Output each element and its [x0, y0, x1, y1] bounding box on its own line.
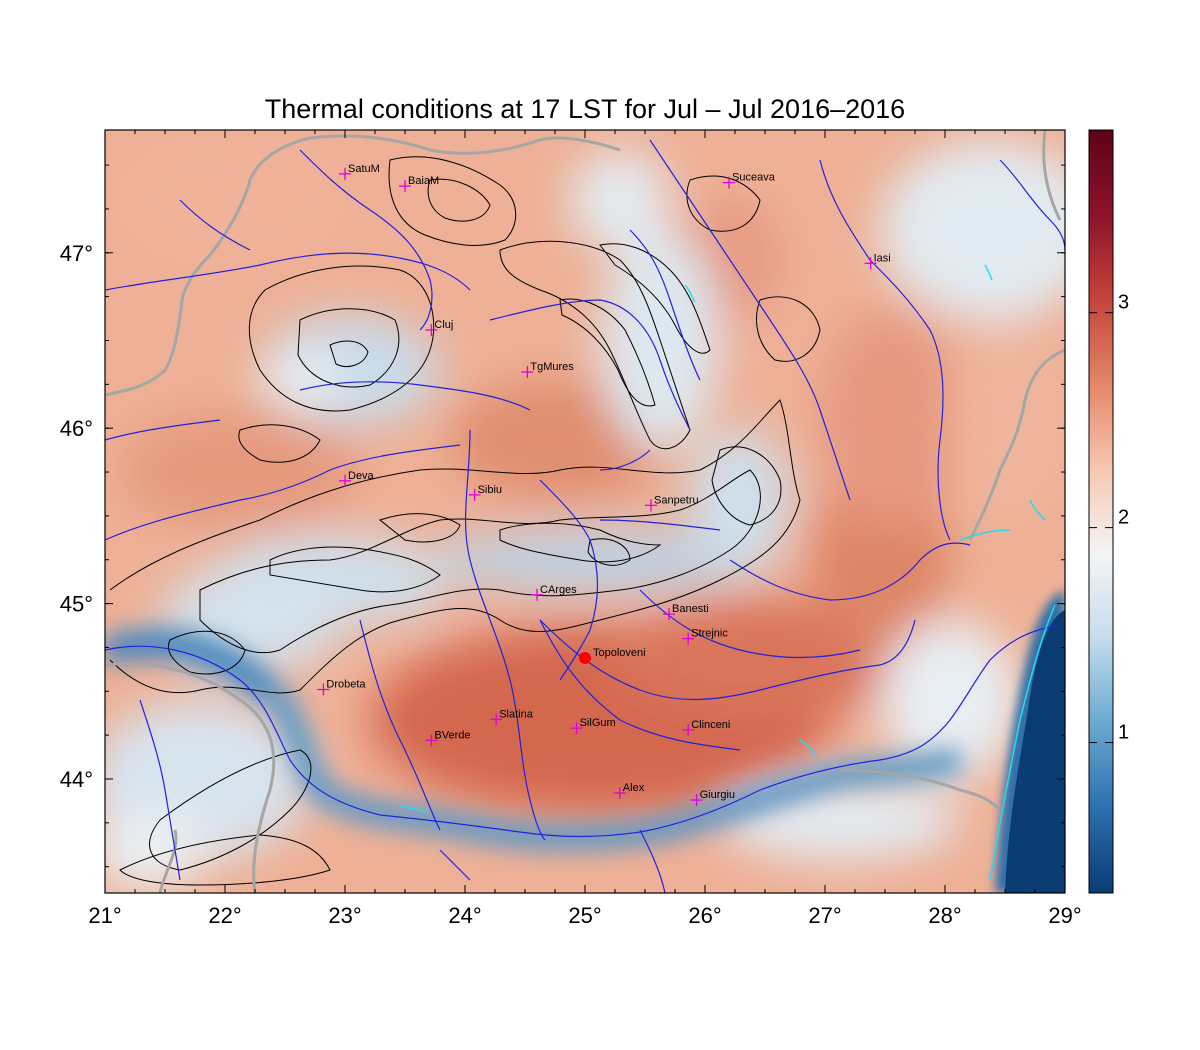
x-tick-label: 21°	[88, 903, 121, 928]
temperature-field	[105, 140, 1065, 890]
y-tick-label: 45°	[60, 592, 93, 617]
x-tick-label: 26°	[688, 903, 721, 928]
city-marker: Sanpetru	[645, 494, 699, 512]
city-label: Strejnic	[691, 628, 728, 640]
city-label: Sibiu	[478, 484, 502, 496]
colorbar: 1 2 3	[1088, 129, 1129, 894]
city-label: TgMures	[530, 361, 574, 373]
city-label: Giurgiu	[700, 789, 735, 801]
city-markers: SatuM BaiaM Suceava Iasi Cluj TgMures Deva Sibi…	[317, 163, 891, 807]
x-tick-label: 29°	[1048, 903, 1081, 928]
y-tick-label: 46°	[60, 416, 93, 441]
city-marker: Banesti	[663, 603, 709, 621]
colorbar-ticks: 1 2 3	[1089, 292, 1129, 744]
city-marker: Drobeta	[317, 679, 366, 696]
city-label: Slatina	[499, 708, 534, 720]
city-marker: Strejnic	[682, 628, 728, 645]
x-tick-label: 25°	[568, 903, 601, 928]
city-label: CArges	[540, 584, 577, 596]
city-label: Alex	[623, 782, 645, 794]
black-sea	[995, 590, 1065, 893]
colorbar-gradient	[1088, 129, 1114, 894]
highlight-label: Topoloveni	[593, 647, 646, 659]
city-marker: Suceava	[723, 172, 776, 189]
city-label: Deva	[348, 470, 375, 482]
y-tick-label: 47°	[60, 241, 93, 266]
danube-cold-band	[105, 627, 964, 851]
city-marker: SatuM	[339, 163, 380, 180]
x-tick-label: 28°	[928, 903, 961, 928]
city-marker: Clinceni	[682, 719, 730, 736]
city-marker: CArges	[531, 584, 577, 601]
city-label: Drobeta	[326, 679, 366, 691]
highlight-location: Topoloveni	[579, 647, 646, 664]
city-marker: Slatina	[490, 708, 534, 726]
highlight-dot	[579, 651, 591, 664]
rivers	[105, 139, 1065, 893]
city-marker: Cluj	[425, 319, 453, 336]
city-label: SatuM	[348, 163, 380, 175]
city-marker: Deva	[339, 470, 375, 487]
elevation-contours	[109, 156, 821, 886]
country-borders	[105, 130, 1065, 893]
y-tick-label: 44°	[60, 767, 93, 792]
lakes	[399, 264, 1056, 881]
city-marker: Giurgiu	[690, 789, 735, 807]
colorbar-tick-label: 1	[1118, 722, 1129, 744]
x-tick-label: 24°	[448, 903, 481, 928]
city-label: BVerde	[434, 729, 470, 741]
colorbar-tick-label: 2	[1118, 507, 1129, 529]
city-label: Sanpetru	[654, 494, 699, 506]
city-label: Suceava	[732, 172, 776, 184]
city-label: Iasi	[874, 252, 891, 264]
city-marker: Sibiu	[468, 484, 502, 501]
city-marker: BVerde	[425, 729, 470, 747]
city-label: SilGum	[580, 717, 616, 729]
x-tick-label: 22°	[208, 903, 241, 928]
city-label: Banesti	[672, 603, 709, 615]
city-label: Cluj	[434, 319, 453, 331]
x-tick-label: 27°	[808, 903, 841, 928]
city-marker: SilGum	[570, 717, 616, 735]
map-title: Thermal conditions at 17 LST for Jul – J…	[265, 94, 905, 124]
colorbar-tick-label: 3	[1118, 292, 1129, 314]
city-label: Clinceni	[691, 719, 730, 731]
city-label: BaiaM	[408, 175, 439, 187]
plot-area: SatuM BaiaM Suceava Iasi Cluj TgMures Deva Sibi…	[105, 130, 1065, 893]
city-marker: TgMures	[521, 361, 574, 379]
city-marker: BaiaM	[399, 175, 439, 193]
city-marker: Alex	[613, 782, 645, 800]
city-marker: Iasi	[864, 252, 891, 270]
map-axes: 21° 22° 23° 24° 25° 26° 27° 28° 29° 44° 45° 46° 47°	[60, 130, 1082, 928]
x-tick-label: 23°	[328, 903, 361, 928]
